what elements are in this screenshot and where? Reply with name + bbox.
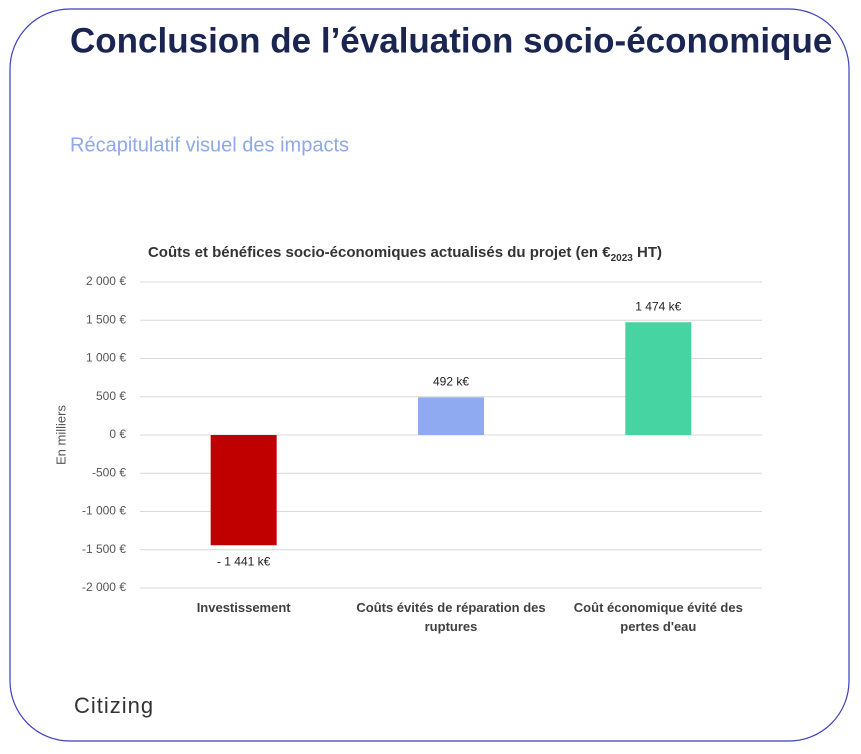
bar (418, 397, 484, 435)
x-tick-label: Coût économique évité des pertes d'eau (573, 600, 743, 634)
slide-title: Conclusion de l’évaluation socio-économi… (70, 21, 832, 60)
bar (210, 435, 277, 546)
y-tick-label: -2 000 € (82, 580, 126, 594)
data-label: 1 474 k€ (635, 299, 681, 313)
y-tick-label: 2 000 € (86, 274, 126, 288)
chart-title: Coûts et bénéfices socio-économiques act… (148, 244, 662, 264)
y-tick-label: 1 500 € (86, 312, 126, 326)
chart-title-part: Coûts et bénéfices socio-économiques act… (148, 244, 611, 261)
y-tick-label: -1 500 € (82, 542, 126, 556)
y-tick-label: 500 € (96, 389, 126, 403)
chart-title-part: HT) (633, 244, 662, 261)
bar (625, 322, 692, 435)
x-tick-label: Investissement (196, 600, 291, 615)
logo: Citizing (74, 693, 154, 718)
y-tick-label: -1 000 € (82, 504, 126, 518)
slide-border (9, 8, 850, 742)
slide-subtitle: Récapitulatif visuel des impacts (70, 134, 349, 156)
data-label: - 1 441 k€ (217, 554, 271, 568)
y-axis-label: En milliers (53, 405, 68, 465)
chart-title-part: 2023 (611, 253, 634, 264)
x-tick-label: Coûts évités de réparation des ruptures (356, 600, 546, 634)
y-tick-label: 1 000 € (86, 351, 126, 365)
y-tick-label: -500 € (92, 465, 126, 479)
data-label: 492 k€ (433, 375, 469, 389)
y-tick-label: 0 € (109, 427, 126, 441)
